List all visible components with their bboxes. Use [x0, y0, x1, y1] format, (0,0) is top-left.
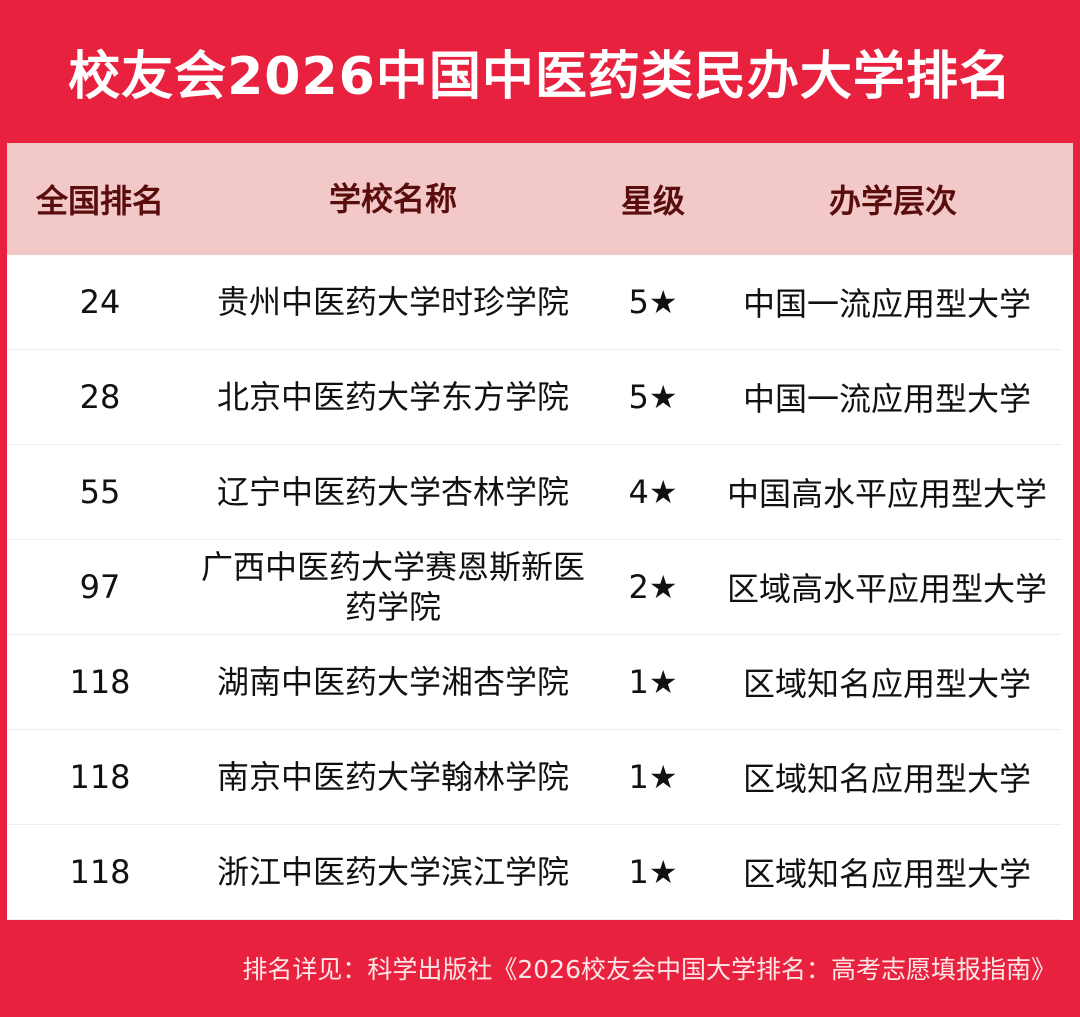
table-row: 118 湖南中医药大学湘杏学院 1★ 区域知名应用型大学: [7, 635, 1061, 730]
level-cell: 区域知名应用型大学: [742, 665, 1031, 703]
school-name-cell: 南京中医药大学翰林学院: [216, 758, 569, 796]
school-name-cell: 北京中医药大学东方学院: [216, 378, 569, 416]
school-name-cell: 广西中医药大学赛恩斯新医药学院: [200, 548, 585, 626]
level-cell: 区域知名应用型大学: [742, 855, 1031, 893]
star-rating-cell: 1★: [628, 758, 678, 796]
star-rating-cell: 1★: [628, 853, 678, 891]
header-name: 学校名称: [328, 180, 457, 218]
school-name-cell: 浙江中医药大学滨江学院: [216, 853, 569, 891]
table-row: 118 南京中医药大学翰林学院 1★ 区域知名应用型大学: [7, 730, 1061, 825]
level-cell: 中国一流应用型大学: [742, 285, 1031, 323]
table-header: 全国排名 学校名称 星级 办学层次: [7, 143, 1073, 255]
table-row: 118 浙江中医药大学滨江学院 1★ 区域知名应用型大学: [7, 825, 1061, 920]
rank-cell: 118: [69, 758, 131, 796]
table-row: 97 广西中医药大学赛恩斯新医药学院 2★ 区域高水平应用型大学: [7, 540, 1061, 635]
page-title: 校友会2026中国中医药类民办大学排名: [68, 47, 1012, 107]
rank-cell: 55: [79, 473, 121, 511]
rank-cell: 118: [69, 853, 131, 891]
rank-cell: 28: [79, 378, 121, 416]
level-cell: 区域知名应用型大学: [742, 760, 1031, 798]
star-rating-cell: 5★: [628, 378, 678, 416]
rank-cell: 97: [79, 568, 121, 606]
header-rank: 全国排名: [35, 182, 164, 220]
level-cell: 中国一流应用型大学: [742, 380, 1031, 418]
table-row: 24 贵州中医药大学时珍学院 5★ 中国一流应用型大学: [7, 255, 1061, 350]
table-row: 55 辽宁中医药大学杏林学院 4★ 中国高水平应用型大学: [7, 445, 1061, 540]
rank-cell: 118: [69, 663, 131, 701]
level-cell: 中国高水平应用型大学: [726, 475, 1047, 513]
star-rating-cell: 2★: [628, 568, 678, 606]
school-name-cell: 辽宁中医药大学杏林学院: [216, 473, 569, 511]
header-stars: 星级: [620, 182, 685, 220]
level-cell: 区域高水平应用型大学: [726, 570, 1047, 608]
table-row: 28 北京中医药大学东方学院 5★ 中国一流应用型大学: [7, 350, 1061, 445]
star-rating-cell: 1★: [628, 663, 678, 701]
source-note: 排名详见：科学出版社《2026校友会中国大学排名：高考志愿填报指南》: [242, 955, 1056, 984]
school-name-cell: 贵州中医药大学时珍学院: [216, 283, 569, 321]
star-rating-cell: 4★: [628, 473, 678, 511]
ranking-table: 全国排名 学校名称 星级 办学层次 24 贵州中医药大学时珍学院 5★ 中国一流应用型…: [7, 143, 1073, 920]
rank-cell: 24: [79, 283, 121, 321]
header-level: 办学层次: [828, 182, 957, 220]
star-rating-cell: 5★: [628, 283, 678, 321]
school-name-cell: 湖南中医药大学湘杏学院: [216, 663, 569, 701]
